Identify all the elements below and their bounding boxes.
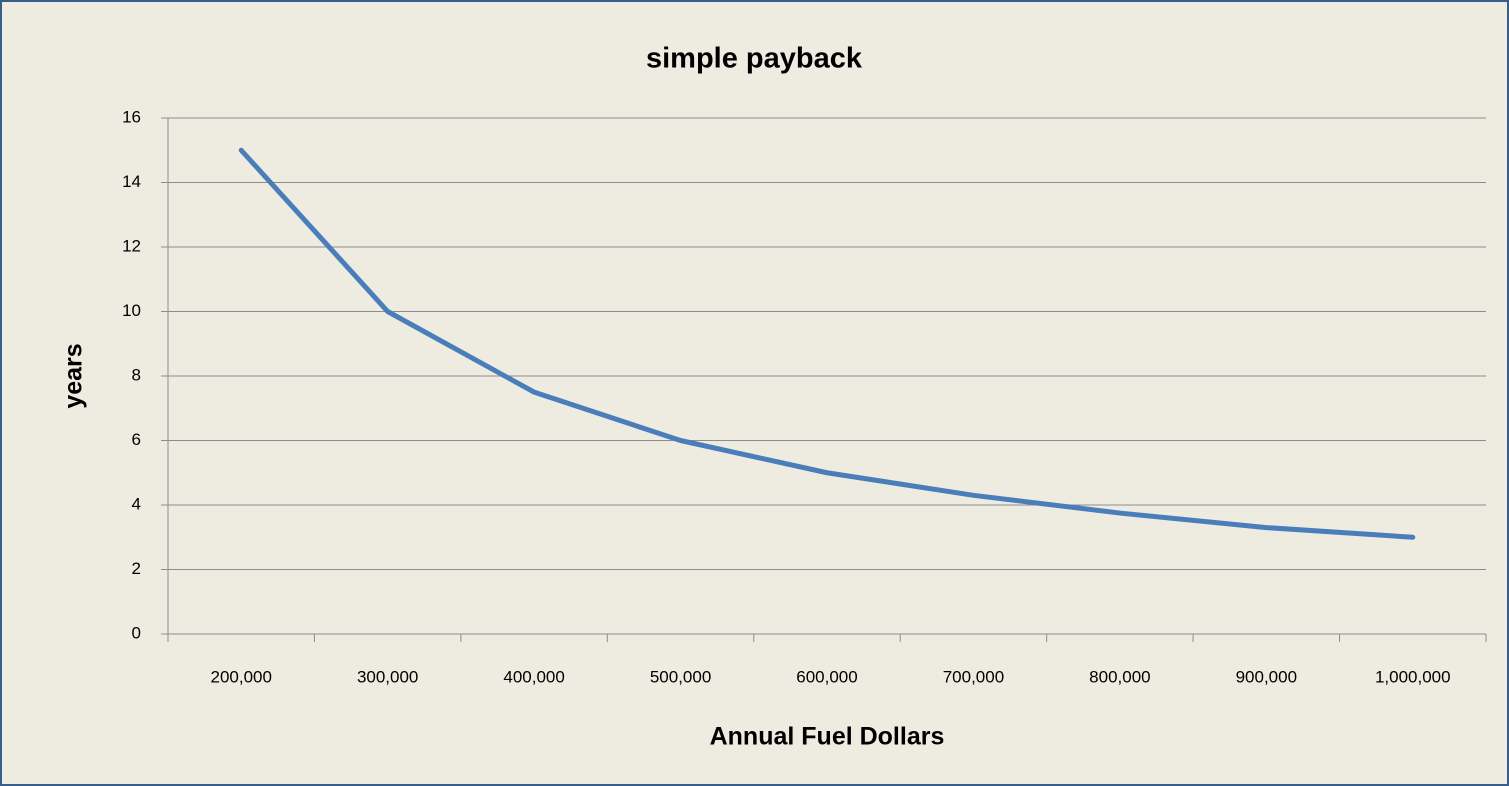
chart-title: simple payback xyxy=(646,43,863,75)
x-tick-label: 400,000 xyxy=(503,667,564,686)
x-tick-label: 1,000,000 xyxy=(1375,667,1451,686)
x-tick-label: 600,000 xyxy=(796,667,857,686)
y-tick-label: 2 xyxy=(132,559,141,578)
x-tick-label: 300,000 xyxy=(357,667,418,686)
y-tick-label: 6 xyxy=(132,430,141,449)
x-tick-label: 900,000 xyxy=(1236,667,1297,686)
y-tick-label: 12 xyxy=(122,236,141,255)
y-tick-label: 16 xyxy=(122,107,141,126)
y-tick-label: 4 xyxy=(132,494,141,513)
x-tick-label: 800,000 xyxy=(1089,667,1150,686)
x-tick-label: 700,000 xyxy=(943,667,1004,686)
x-tick-label: 200,000 xyxy=(210,667,271,686)
y-tick-label: 0 xyxy=(132,623,141,642)
y-tick-label: 8 xyxy=(132,365,141,384)
y-axis-label: years xyxy=(60,343,88,408)
x-tick-label: 500,000 xyxy=(650,667,711,686)
y-tick-label: 14 xyxy=(122,172,141,191)
series-line xyxy=(238,147,1416,540)
y-tick-label: 10 xyxy=(122,301,141,320)
x-axis-label: Annual Fuel Dollars xyxy=(710,723,945,751)
